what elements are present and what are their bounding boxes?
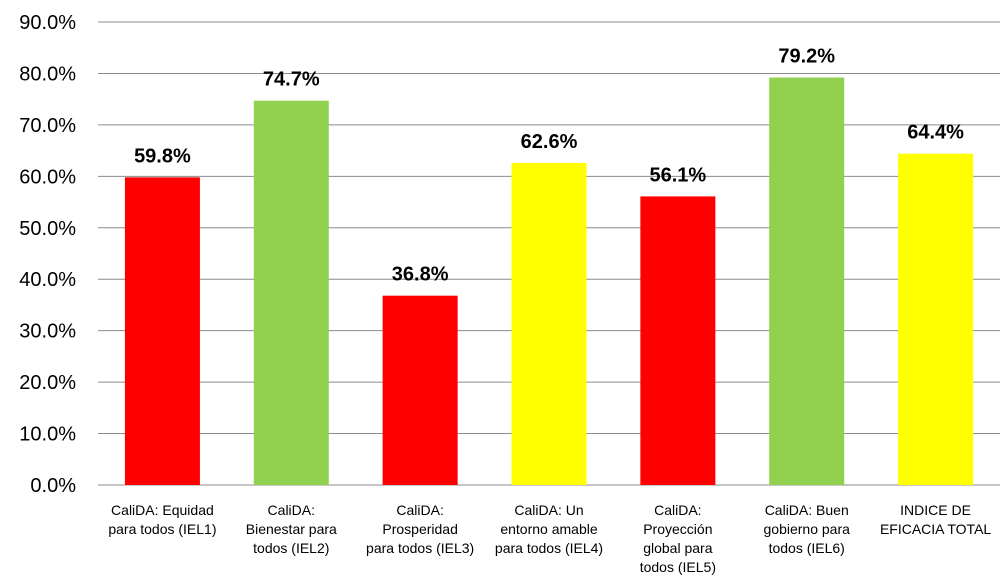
x-axis-ticks: CaliDA: Equidad para todos (IEL1) CaliDA: B… xyxy=(108,502,991,575)
bar xyxy=(640,196,716,485)
x-tick-label: CaliDA: Buen gobierno para todos (IEL6) xyxy=(764,502,851,556)
y-tick-label: 30.0% xyxy=(19,321,76,343)
y-axis-ticks: 0.0% 10.0% 20.0% 30.0% 40.0% 50.0% 60.0% 70.0% 8… xyxy=(19,12,76,497)
bar xyxy=(511,162,587,486)
x-tick-label: INDICE DE EFICACIA TOTAL xyxy=(880,502,991,537)
data-labels: 59.8% 74.7% 36.8% 62.6% 56.1% 79.2% 64.4% xyxy=(134,46,964,286)
bar xyxy=(253,100,329,486)
y-tick-label: 10.0% xyxy=(19,424,76,446)
data-label: 59.8% xyxy=(134,145,191,167)
data-label: 62.6% xyxy=(521,131,578,153)
x-tick-label: CaliDA: Bienestar para todos (IEL2) xyxy=(246,502,337,556)
y-tick-label: 80.0% xyxy=(19,63,76,85)
data-label: 64.4% xyxy=(907,122,964,144)
bars xyxy=(124,77,974,486)
bar xyxy=(769,77,845,485)
y-tick-label: 60.0% xyxy=(19,166,76,188)
bar xyxy=(382,295,458,485)
y-tick-label: 0.0% xyxy=(30,475,76,497)
bar xyxy=(124,177,200,485)
data-label: 74.7% xyxy=(263,69,320,91)
x-tick-label: CaliDA: Prosperidad para todos (IEL3) xyxy=(366,502,474,556)
bar xyxy=(898,153,974,485)
y-tick-label: 40.0% xyxy=(19,269,76,291)
data-label: 56.1% xyxy=(649,164,706,186)
y-tick-label: 70.0% xyxy=(19,115,76,137)
x-tick-label: CaliDA: Proyección global para todos (IEL5) xyxy=(640,502,716,575)
x-tick-label: CaliDA: Equidad para todos (IEL1) xyxy=(108,502,216,537)
data-label: 79.2% xyxy=(778,46,835,68)
y-tick-label: 20.0% xyxy=(19,372,76,394)
data-label: 36.8% xyxy=(392,264,449,286)
x-tick-label: CaliDA: Un entorno amable para todos (IEL4… xyxy=(495,502,603,556)
y-tick-label: 50.0% xyxy=(19,218,76,240)
y-tick-label: 90.0% xyxy=(19,12,76,34)
